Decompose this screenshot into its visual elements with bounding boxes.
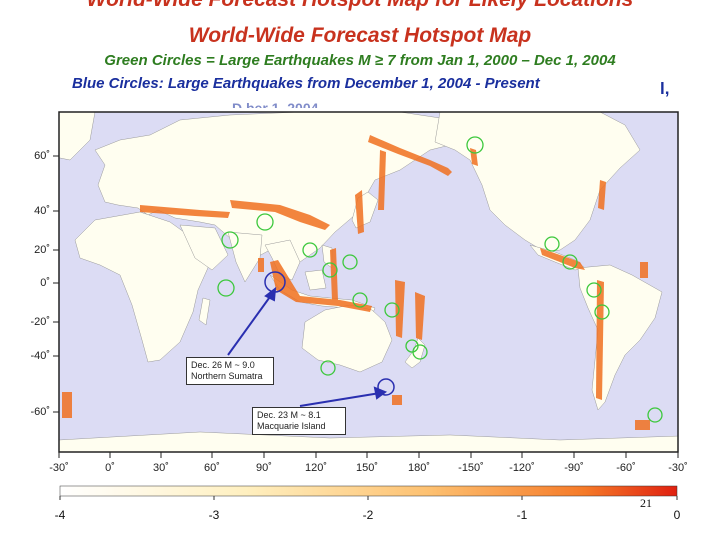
antarctica <box>59 431 678 452</box>
scale-label-0: 0 <box>673 508 681 522</box>
lat-label-40: 40˚ <box>34 205 50 217</box>
scale-label-minus4: -4 <box>54 508 66 522</box>
southeast-asia <box>264 239 301 281</box>
callout-sumatra: Dec. 26 M ~ 9.0 Northern Sumatra <box>186 357 274 385</box>
callout-sumatra-location: Northern Sumatra <box>191 371 263 381</box>
green-circles <box>217 136 663 423</box>
callout-macquarie-location: Macquarie Island <box>257 421 326 431</box>
lon-label-minus30-right: -30˚ <box>668 462 688 474</box>
lon-label-120: 120˚ <box>304 462 328 474</box>
color-scale-ticks <box>59 496 678 500</box>
madagascar <box>198 297 211 326</box>
lon-label-30: 30˚ <box>153 462 169 474</box>
lat-label-0: 0˚ <box>40 277 50 289</box>
ghost-subtitle-text: D ber 1, 2004 <box>232 100 319 108</box>
lat-label-20: 20˚ <box>34 244 50 256</box>
map-frame <box>58 111 679 453</box>
forecast-hotspots <box>62 135 650 430</box>
lat-label-60: 60˚ <box>34 150 50 162</box>
ghost-title: World-Wide Forecast Hotspot Map for Like… <box>0 0 720 12</box>
lat-label-minus40: -40˚ <box>30 350 50 362</box>
green-circles-legend: Green Circles = Large Earthquakes M ≥ 7 … <box>104 52 616 69</box>
lon-label-150: 150˚ <box>355 462 379 474</box>
lon-label-minus90: -90˚ <box>564 462 584 474</box>
page-title: World-Wide Forecast Hotspot Map <box>188 24 532 47</box>
callout-arrows <box>227 286 388 407</box>
lat-label-minus20: -20˚ <box>30 316 50 328</box>
lon-label-90: 90˚ <box>256 462 272 474</box>
arabia <box>179 224 229 271</box>
color-scale-bar <box>59 485 678 497</box>
ghost-right-text: l, <box>660 79 670 98</box>
lat-label-minus60: -60˚ <box>30 406 50 418</box>
lon-label-minus150: -150˚ <box>458 462 484 474</box>
lon-label-minus30: -30˚ <box>49 462 69 474</box>
lon-label-60: 60˚ <box>204 462 220 474</box>
lon-label-0: 0˚ <box>105 462 115 474</box>
greenland <box>59 112 96 161</box>
scale-label-minus1: -1 <box>516 508 528 522</box>
scale-label-minus3: -3 <box>208 508 220 522</box>
scale-label-minus2: -2 <box>362 508 374 522</box>
callout-macquarie-magnitude: Dec. 23 M ~ 8.1 <box>257 410 321 420</box>
lon-label-180: 180˚ <box>407 462 431 474</box>
map-ticks <box>53 155 679 458</box>
lon-label-minus60: -60˚ <box>616 462 636 474</box>
lon-label-minus120: -120˚ <box>509 462 535 474</box>
blue-circles-legend: Blue Circles: Large Earthquakes from Dec… <box>72 75 540 92</box>
callout-macquarie: Dec. 23 M ~ 8.1 Macquarie Island <box>252 407 346 435</box>
callout-sumatra-magnitude: Dec. 26 M ~ 9.0 <box>191 360 255 370</box>
slide-number: 21 <box>640 496 652 510</box>
